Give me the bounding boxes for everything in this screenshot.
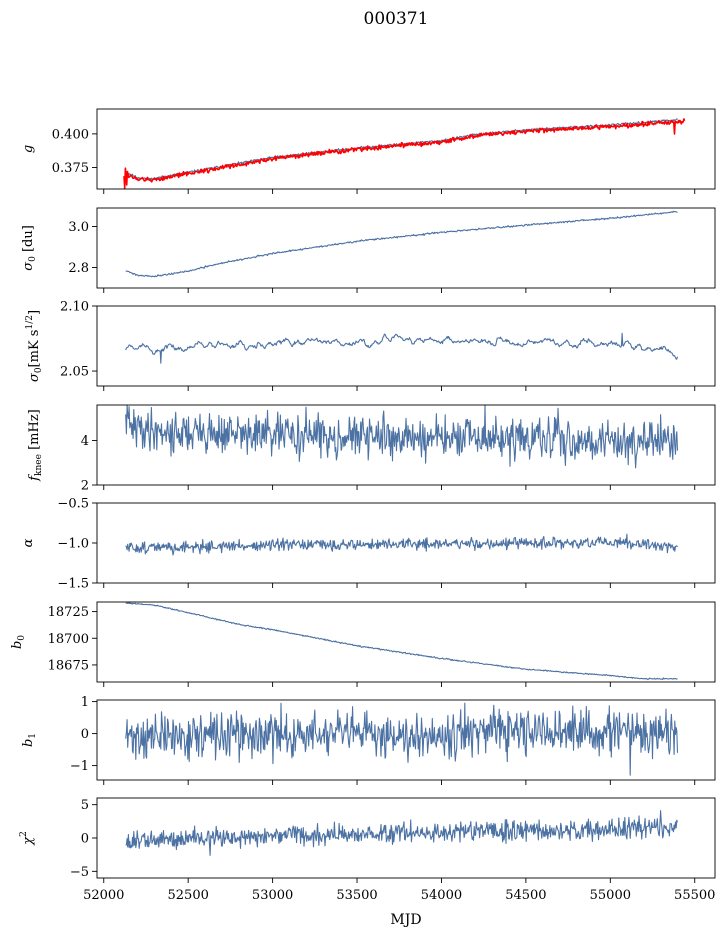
y-tick-label: 18675 bbox=[48, 658, 89, 673]
y-tick-label: −1.0 bbox=[57, 537, 89, 552]
x-tick-label: 55000 bbox=[590, 888, 631, 903]
y-tick-label: −1 bbox=[70, 759, 89, 774]
y-tick-label: 3.0 bbox=[68, 220, 89, 235]
x-axis-label: MJD bbox=[390, 912, 421, 928]
x-tick-label: 53500 bbox=[336, 888, 377, 903]
y-tick-label: 0.375 bbox=[52, 161, 89, 176]
y-axis-label: σ0​[mK s1/2​] bbox=[25, 310, 44, 382]
x-tick-label: 52500 bbox=[168, 888, 209, 903]
series-line-b0 bbox=[125, 602, 678, 681]
y-tick-label: 18725 bbox=[48, 605, 89, 620]
panel-8: −5 0 5 χ2​ bbox=[19, 797, 716, 883]
y-tick-label: 1 bbox=[81, 695, 89, 710]
panel-4: 2 4 fknee​ [mHz] bbox=[27, 404, 716, 494]
panel-frame bbox=[96, 601, 716, 683]
panel-frame bbox=[96, 699, 716, 781]
panel-6: 18675 18700 18725 b0​ bbox=[10, 601, 716, 687]
x-tick-label: 55500 bbox=[674, 888, 715, 903]
y-tick-label: 2.05 bbox=[60, 365, 89, 380]
y-axis-label: σ0​ [du] bbox=[21, 225, 38, 271]
x-tick-label: 54500 bbox=[505, 888, 546, 903]
x-tick-label: 52000 bbox=[83, 888, 124, 903]
panel-frame bbox=[96, 305, 716, 387]
x-tick-label: 54000 bbox=[421, 888, 462, 903]
y-axis-label: α bbox=[21, 538, 36, 547]
series-line-alpha bbox=[125, 533, 678, 556]
panels: 0.375 0.400 g 2.8 3.0 σ0​ [du] 2.05 2.10 σ0​[mK … bbox=[10, 108, 716, 903]
panel-2: 2.8 3.0 σ0​ [du] bbox=[21, 207, 716, 293]
y-tick-label: 0 bbox=[81, 832, 89, 847]
y-tick-label: 2.10 bbox=[60, 300, 89, 315]
panel-frame bbox=[96, 797, 716, 879]
series-line-b1 bbox=[125, 702, 679, 776]
y-tick-label: −0.5 bbox=[57, 497, 89, 512]
series-line-sigma0-du bbox=[125, 210, 678, 278]
y-axis-label: fknee​ [mHz] bbox=[27, 409, 44, 482]
series-line-fknee bbox=[125, 405, 679, 469]
series-line-gain-measured bbox=[123, 118, 686, 189]
y-axis-label: g bbox=[21, 145, 36, 153]
y-axis-label: χ2​ bbox=[19, 831, 36, 846]
panel-7: −1 0 1 b1​ bbox=[21, 695, 716, 785]
y-tick-label: −1.5 bbox=[57, 577, 89, 592]
panel-1: 0.375 0.400 g bbox=[21, 108, 716, 194]
panel-3: 2.05 2.10 σ0​[mK s1/2​] bbox=[25, 300, 716, 391]
y-tick-label: 18700 bbox=[48, 632, 89, 647]
y-tick-label: 0 bbox=[81, 727, 89, 742]
series-line-sigma0-mk bbox=[125, 332, 679, 364]
y-axis-label: b1​ bbox=[21, 733, 38, 747]
panel-frame bbox=[96, 207, 716, 289]
panel-frame bbox=[96, 404, 716, 486]
y-axis-label: b0​ bbox=[10, 635, 27, 649]
y-tick-label: 0.400 bbox=[52, 127, 89, 142]
y-tick-label: 2.8 bbox=[68, 261, 89, 276]
series-line-chi2 bbox=[125, 810, 679, 856]
y-tick-label: 5 bbox=[81, 798, 89, 813]
x-tick-label: 53000 bbox=[252, 888, 293, 903]
y-tick-label: 2 bbox=[81, 479, 89, 494]
y-tick-label: −5 bbox=[70, 865, 89, 880]
figure-title: 000371 bbox=[364, 9, 429, 29]
panel-frame bbox=[96, 108, 716, 190]
panel-5: −1.5 −1.0 −0.5 α bbox=[21, 497, 716, 592]
y-tick-label: 4 bbox=[81, 434, 89, 449]
